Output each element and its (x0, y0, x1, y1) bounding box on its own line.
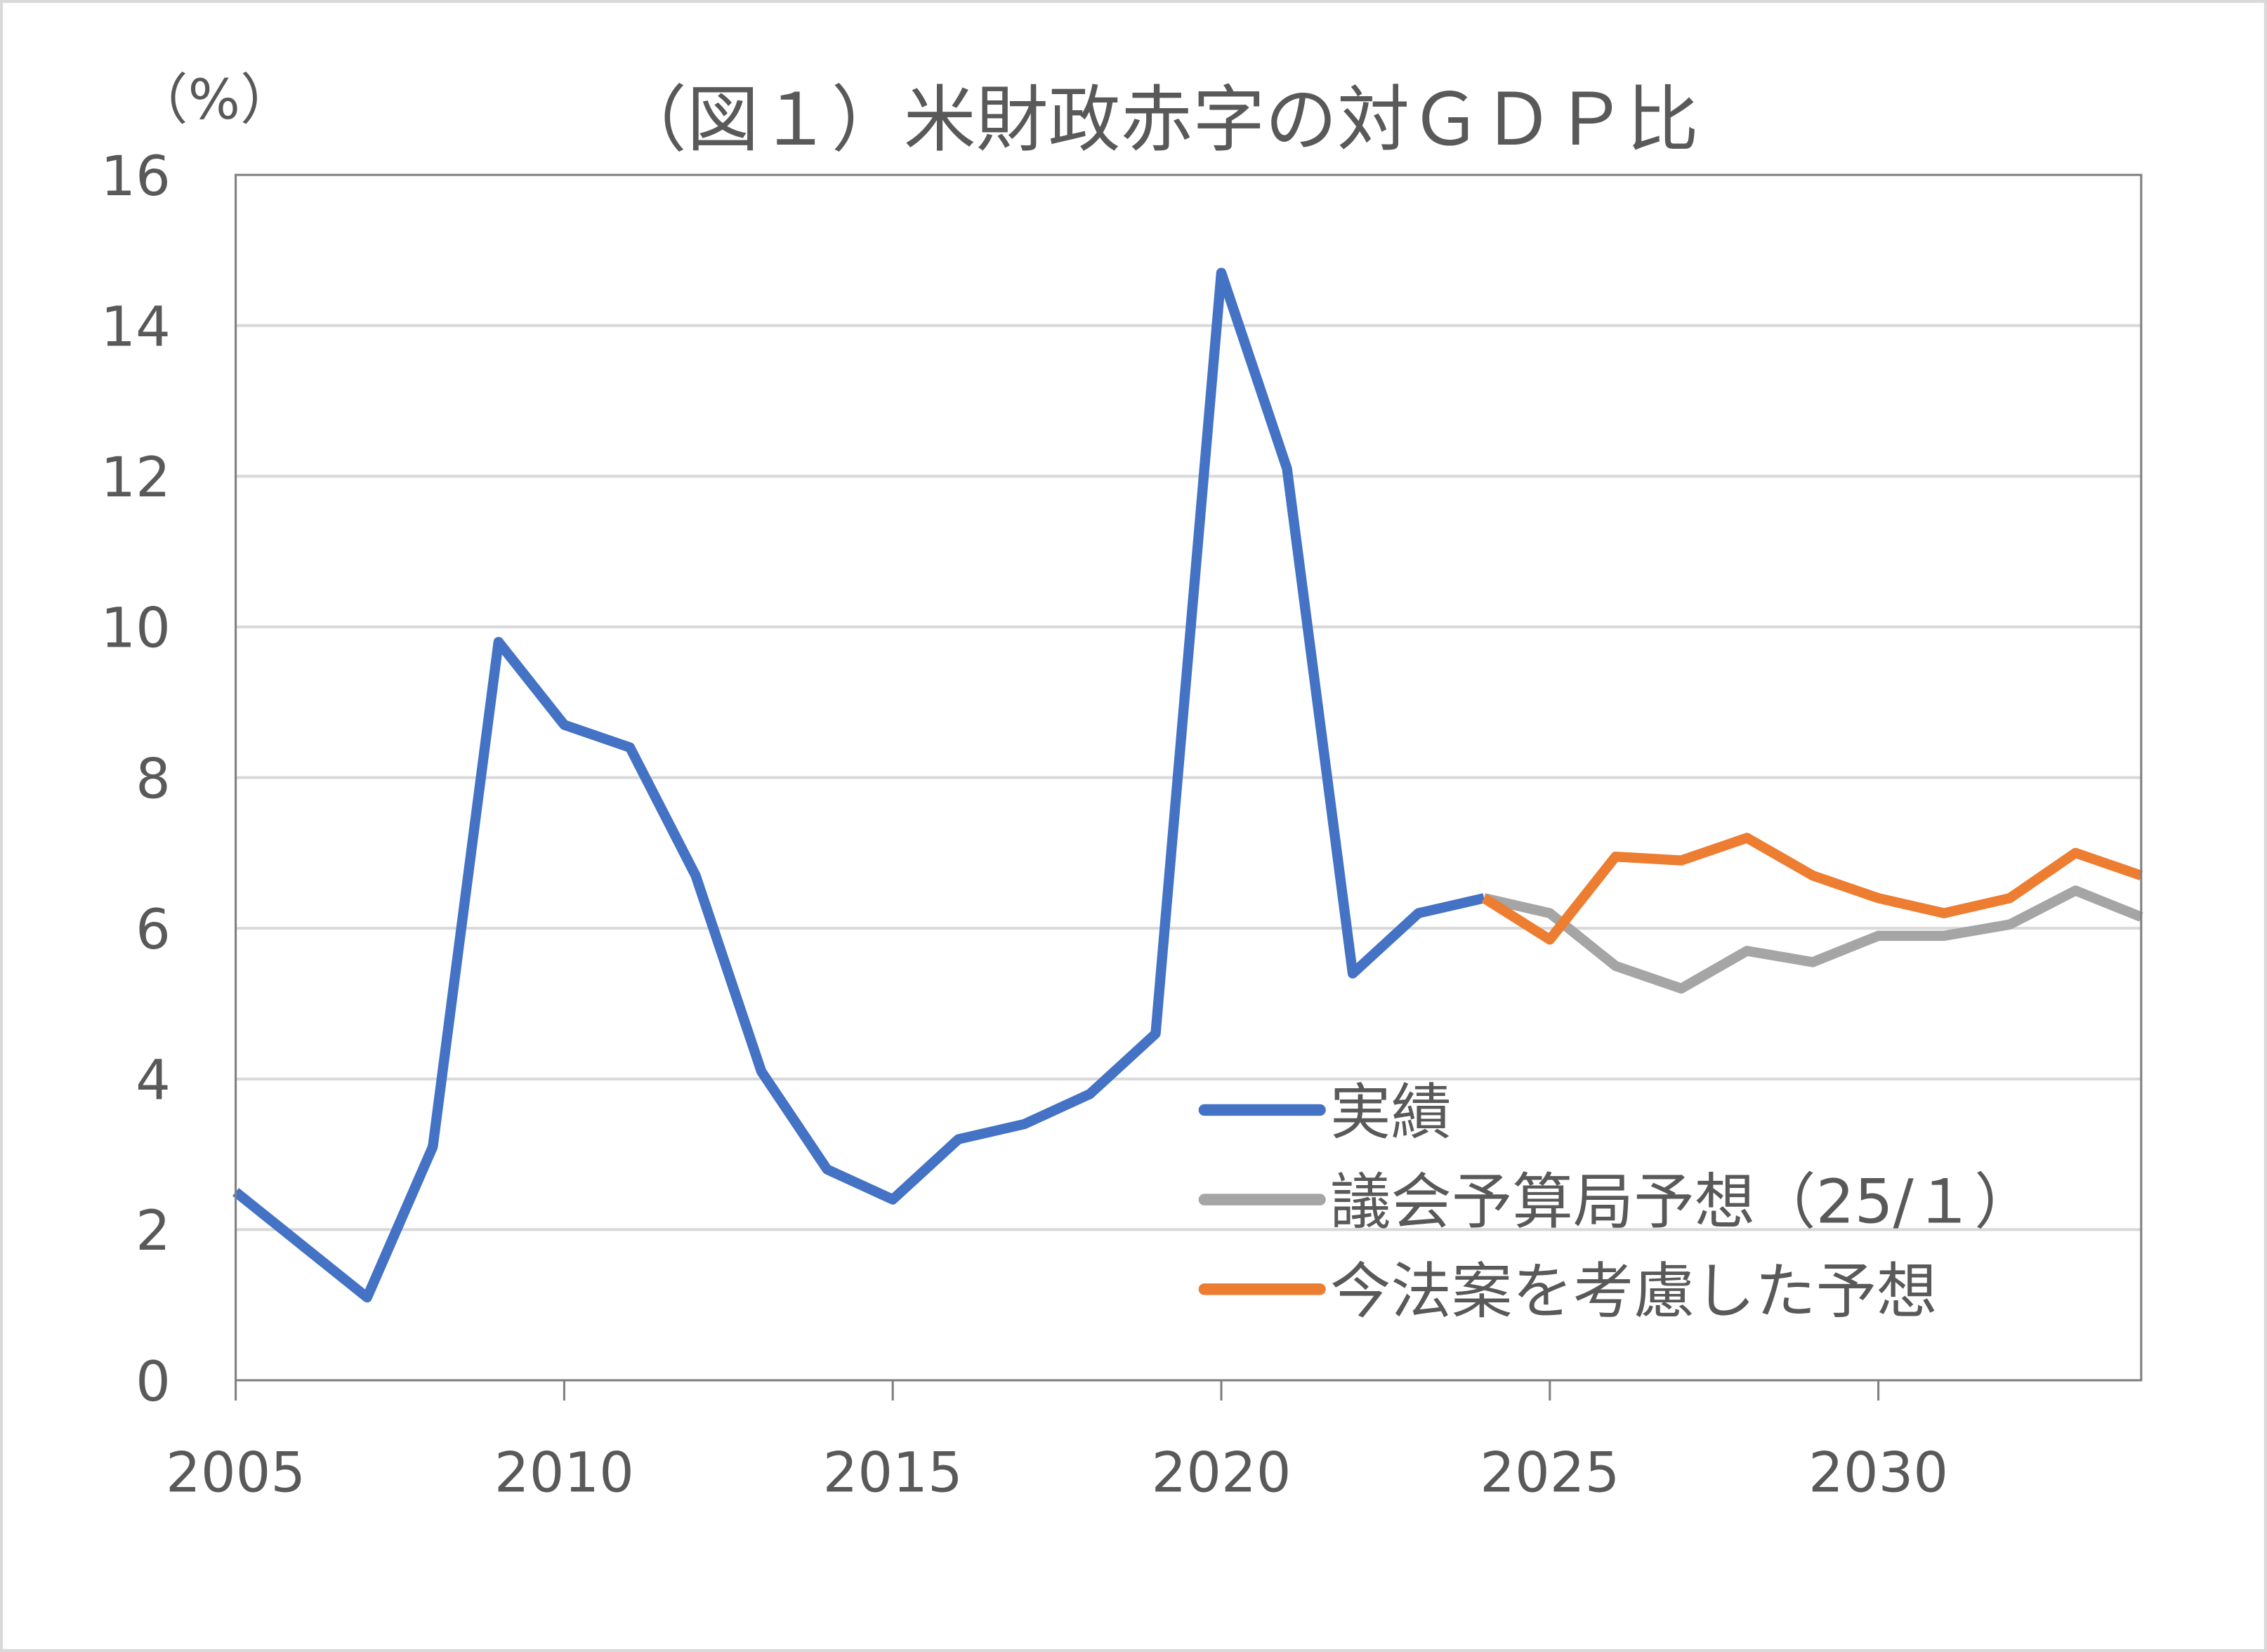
y-tick-label: 16 (100, 145, 171, 209)
x-tick-label: 2030 (1808, 1441, 1948, 1505)
chart-title: （図１）米財政赤字の対ＧＤＰ比 (615, 78, 1699, 162)
legend-label: 今法案を考慮した予想 (1330, 1257, 1938, 1327)
series-line (1481, 833, 2143, 945)
x-tick-label: 2020 (1151, 1441, 1291, 1505)
y-tick-label: 0 (136, 1350, 171, 1414)
y-axis-unit-label: （%） (133, 68, 295, 132)
y-tick-label: 12 (100, 446, 171, 510)
y-tick-label: 14 (100, 296, 171, 359)
x-axis-ticks: 2005 2010 2015 2020 2025 2030 (166, 1380, 1948, 1505)
plot-area-border (235, 173, 2143, 1382)
y-axis-ticks: 0 2 4 6 8 10 12 14 16 (100, 145, 171, 1414)
x-tick-label: 2015 (823, 1441, 963, 1505)
x-tick-label: 2025 (1480, 1441, 1619, 1505)
legend-label: 議会予算局予想（25/１） (1330, 1168, 2035, 1238)
y-tick-label: 8 (136, 747, 171, 811)
y-tick-label: 6 (136, 898, 171, 962)
series-lines (232, 267, 2143, 1303)
y-tick-label: 2 (136, 1199, 171, 1263)
y-tick-label: 10 (100, 597, 171, 661)
legend-label: 実績 (1330, 1078, 1452, 1148)
series-line (232, 267, 1485, 1303)
series-line (1483, 885, 2143, 994)
x-tick-label: 2010 (494, 1441, 634, 1505)
x-tick-label: 2005 (166, 1441, 305, 1505)
y-tick-label: 4 (136, 1049, 171, 1113)
